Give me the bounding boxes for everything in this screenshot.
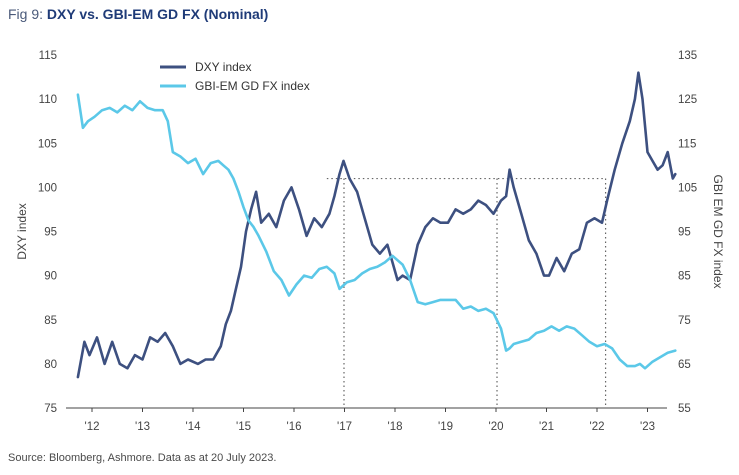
series-line-gbi [76, 93, 677, 370]
series-line-dxy [76, 71, 677, 379]
y-right-tick-label: 105 [678, 182, 697, 194]
y-left-tick-label: 115 [39, 50, 57, 62]
y-left-tick-label: 80 [44, 359, 57, 371]
x-tick-label: '13 [135, 421, 150, 433]
x-tick-label: '12 [85, 421, 100, 433]
y-left-tick-label: 100 [38, 182, 57, 194]
y-right-tick-label: 95 [678, 227, 691, 239]
figure-number: Fig 9: [8, 6, 47, 22]
y-right-tick-label: 115 [678, 138, 696, 150]
legend-label-dxy: DXY index [195, 60, 251, 74]
y-right-tick-label: 55 [678, 403, 691, 415]
legend-label-gbi: GBI-EM GD FX index [195, 79, 310, 93]
y-left-tick-label: 90 [44, 271, 57, 283]
y-right-tick-label: 125 [678, 94, 697, 106]
x-tick-label: '21 [539, 421, 554, 433]
y-left-tick-label: 105 [38, 138, 57, 150]
x-tick-label: '15 [236, 421, 251, 433]
x-tick-label: '19 [438, 421, 453, 433]
y-right-axis-title: GBI EM GD FX index [711, 174, 725, 288]
y-left-tick-label: 75 [44, 403, 57, 415]
x-tick-label: '22 [590, 421, 605, 433]
x-tick-label: '16 [287, 421, 302, 433]
y-right-tick-label: 75 [678, 315, 691, 327]
y-left-tick-label: 85 [44, 315, 57, 327]
y-right-tick-label: 85 [678, 271, 691, 283]
y-right-tick-label: 135 [678, 50, 697, 62]
y-right-tick-label: 65 [678, 359, 691, 371]
x-tick-label: '17 [337, 421, 352, 433]
y-left-axis-title: DXY index [15, 203, 29, 259]
x-tick-label: '14 [186, 421, 202, 433]
figure-title-text: DXY vs. GBI-EM GD FX (Nominal) [46, 6, 269, 22]
x-tick-label: '18 [388, 421, 403, 433]
y-left-tick-label: 95 [44, 227, 57, 239]
figure-title: Fig 9: DXY vs. GBI-EM GD FX (Nominal) [8, 6, 268, 22]
x-tick-label: '23 [640, 421, 655, 433]
source-note: Source: Bloomberg, Ashmore. Data as at 2… [8, 452, 277, 464]
x-tick-label: '20 [489, 421, 504, 433]
y-left-tick-label: 110 [39, 94, 57, 106]
